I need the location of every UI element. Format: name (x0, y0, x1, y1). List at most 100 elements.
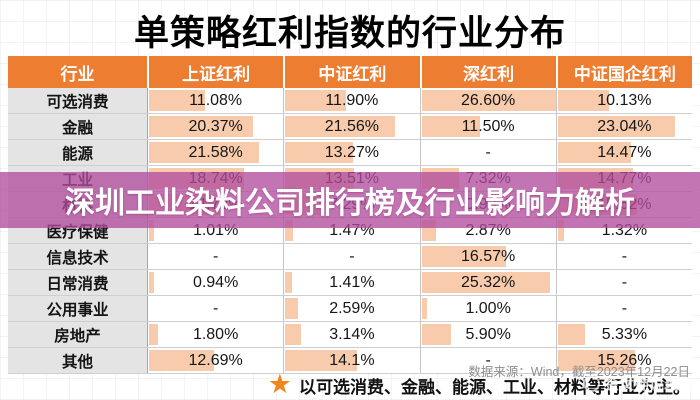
cell-value: 11.08% (189, 91, 243, 109)
column-header: 中证红利 (285, 56, 422, 88)
column-header: 中证国企红利 (557, 56, 692, 88)
cell-value: 1.80% (192, 325, 239, 343)
table-cell: 26.60% (421, 88, 557, 113)
data-bar (557, 142, 632, 163)
cell-value: - (621, 299, 628, 317)
table-cell: 1.00% (421, 296, 557, 321)
cell-value: 5.33% (601, 325, 648, 343)
table-cell: 1.41% (284, 270, 421, 295)
cell-value: 13.27% (324, 143, 379, 161)
data-source-note: 数据来源：Wind，截至2023年12月22日 (468, 365, 690, 379)
cell-value: - (621, 273, 628, 291)
table-cell: - (148, 244, 285, 269)
data-bar (149, 350, 214, 371)
data-bar (421, 324, 452, 345)
cell-value: 21.58% (188, 143, 243, 161)
data-bar (285, 350, 357, 371)
table-row: 可选消费 11.08% 11.90% 26.60% 10.13% (8, 88, 692, 114)
data-bar (285, 116, 395, 137)
cell-value: 20.37% (188, 117, 243, 135)
table-cell: 12.69% (148, 348, 285, 373)
page-title: 单策略红利指数的行业分布 (133, 14, 566, 53)
data-bar (557, 350, 636, 371)
cell-value: - (485, 351, 491, 369)
table-cell: - (557, 244, 692, 269)
table-cell: 15.26% (557, 348, 692, 373)
data-bar (285, 220, 293, 241)
cell-value: - (212, 247, 219, 265)
table-row: 房地产 1.80% 3.14% 5.90% 5.33% (8, 322, 692, 348)
data-bar (149, 272, 154, 293)
table-row: 公用事业 - 2.59% 1.00% - (8, 296, 692, 322)
cell-value: 14.47% (597, 143, 652, 161)
table-cell: 16.57% (421, 244, 557, 269)
data-bar (149, 324, 159, 345)
cell-value: 5.90% (465, 325, 511, 343)
cell-value: 12.69% (188, 351, 243, 369)
table-cell: - (284, 244, 421, 269)
promo-overlay-banner: 深圳工业染料公司排行榜及行业影响力解析 (0, 172, 700, 228)
data-bar (421, 298, 427, 319)
star-icon: ★ (267, 368, 292, 399)
cell-value: - (349, 247, 355, 265)
table-cell: - (421, 140, 557, 165)
data-bar (285, 272, 293, 293)
cell-value: 11.90% (325, 91, 379, 109)
data-bar (285, 90, 346, 111)
cell-value: 1.00% (465, 299, 511, 317)
row-label: 金融 (8, 114, 148, 139)
table-cell: 14.47% (557, 140, 692, 165)
row-label: 能源 (8, 140, 148, 165)
cell-value: - (621, 247, 628, 265)
cell-value: 21.56% (324, 117, 379, 135)
data-bar (149, 142, 259, 163)
table-cell: 3.14% (284, 322, 421, 347)
data-bar (149, 90, 206, 111)
cell-value: 0.94% (192, 273, 239, 291)
data-bar (149, 220, 155, 241)
table-header-row: 行业 上证红利 中证红利 深红利 中证国企红利 (8, 56, 692, 88)
table-cell: - (557, 296, 692, 321)
data-bar (285, 142, 353, 163)
data-bar (421, 90, 556, 111)
table-cell: 5.90% (421, 322, 557, 347)
data-bar (285, 324, 302, 345)
row-label: 房地产 (8, 322, 148, 347)
table-cell: 13.27% (284, 140, 421, 165)
table-cell: 10.13% (557, 88, 692, 113)
data-bar (421, 116, 480, 137)
watermark: 金女神说理财 (582, 373, 694, 394)
watermark-logo-icon (582, 375, 600, 392)
table-cell: 0.94% (148, 270, 285, 295)
table-row: 能源 21.58% 13.27% - 14.47% (8, 140, 692, 166)
table-cell: - (557, 270, 692, 295)
row-label: 信息技术 (8, 244, 148, 269)
table-row: 日常消费 0.94% 1.41% 25.32% - (8, 270, 692, 296)
table-cell: - (148, 296, 285, 321)
table-cell: - (421, 348, 557, 373)
table-cell: 20.37% (148, 114, 285, 139)
data-bar (557, 90, 610, 111)
table-cell: 21.56% (284, 114, 421, 139)
column-header: 行业 (8, 56, 149, 88)
table-cell: 21.58% (148, 140, 285, 165)
column-header: 深红利 (421, 56, 558, 88)
table-cell: 25.32% (421, 270, 557, 295)
table-cell: 11.50% (421, 114, 557, 139)
cell-value: - (212, 299, 219, 317)
column-header: 上证红利 (149, 56, 286, 88)
table-cell: 11.90% (284, 88, 421, 113)
table-cell: 14.1% (284, 348, 421, 373)
table-cell: 1.80% (148, 322, 285, 347)
data-bar (421, 272, 551, 293)
cell-value: 1.41% (329, 273, 375, 291)
data-bar (557, 324, 585, 345)
data-bar (421, 246, 506, 267)
cell-value: 26.60% (460, 91, 516, 109)
table-row: 其他 12.69% 14.1% - 15.26% (8, 348, 692, 374)
cell-value: 16.57% (460, 247, 516, 265)
table-cell: 5.33% (557, 322, 692, 347)
cell-value: 3.14% (329, 325, 375, 343)
row-label: 其他 (8, 348, 148, 373)
